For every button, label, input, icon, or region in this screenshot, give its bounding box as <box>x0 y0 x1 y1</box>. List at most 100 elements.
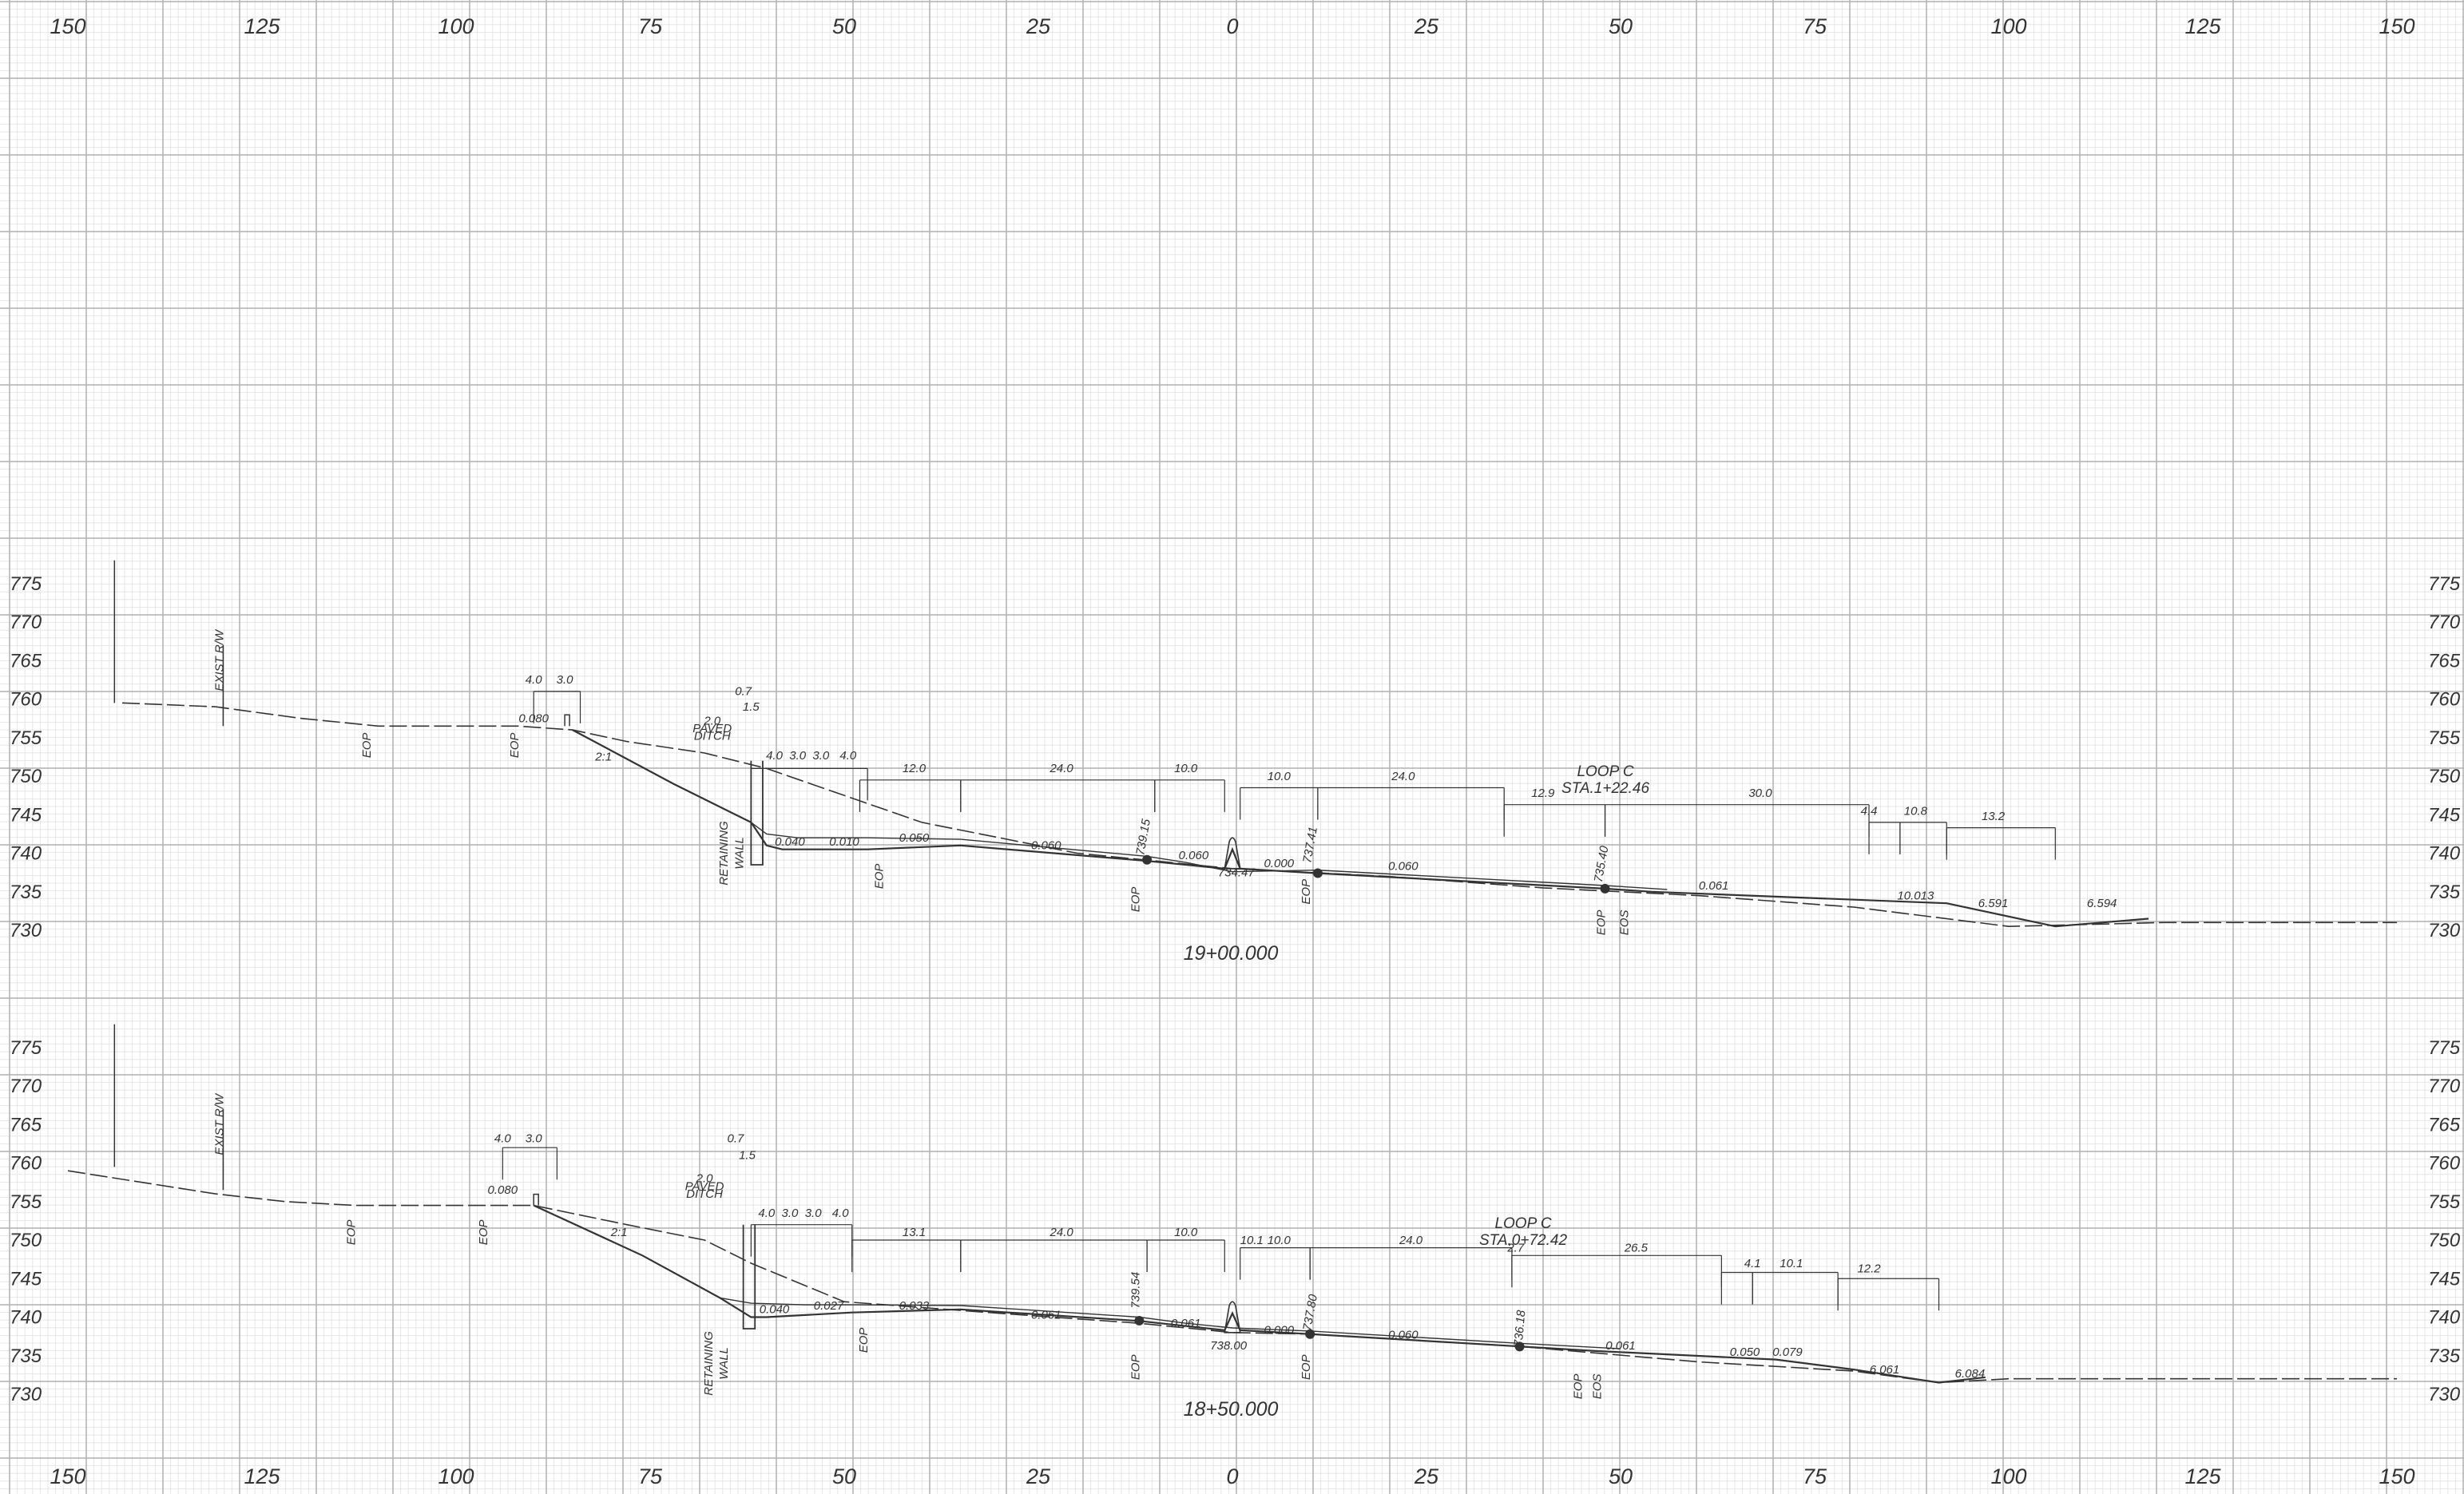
elevation-point-marker <box>1305 1329 1315 1339</box>
elevation-tick-label: 740 <box>10 843 42 865</box>
elevation-scale-left: 775 770 765 760 755 750 745 740 735 730 <box>10 573 42 941</box>
elevation-tick-label: 735 <box>10 1345 42 1367</box>
station-label: 19+00.000 <box>1184 942 1279 965</box>
elevation-tick-label: 735 <box>10 882 42 903</box>
section-dimension-labels: EXIST R/W EOP EOP 4.0 3.0 0.080 2:1 0.7 1.5 2.0PA… <box>212 1092 1985 1399</box>
elevation-tick-label: 775 <box>2428 1037 2461 1059</box>
dimension-label: EOP <box>508 733 522 759</box>
elevation-point-marker <box>1514 1341 1525 1352</box>
dimension-label: 739.54 <box>1129 1272 1142 1309</box>
dimension-line <box>1154 779 1225 812</box>
elevation-tick-label: 765 <box>10 1114 42 1135</box>
elevation-tick-label: 755 <box>2428 1191 2461 1213</box>
dimension-label: EOP <box>857 1328 871 1353</box>
offset-tick-label: 100 <box>438 1464 474 1488</box>
offset-tick-label: 150 <box>2379 1464 2414 1488</box>
offset-tick-label: 0 <box>1226 14 1238 38</box>
dimension-label: EOP <box>360 733 374 759</box>
offset-tick-label: 100 <box>438 14 474 38</box>
offset-tick-label: 75 <box>638 14 663 38</box>
elevation-tick-label: 730 <box>10 1384 42 1405</box>
offset-tick-label: 150 <box>50 1464 85 1488</box>
dimension-label: EOP <box>1299 1354 1313 1380</box>
elevation-tick-label: 770 <box>10 612 42 633</box>
dimension-label: 10.0 <box>1268 1234 1292 1247</box>
elevation-tick-label: 765 <box>2428 1114 2461 1135</box>
dimension-label: 2:1 <box>594 751 612 764</box>
dimension-label: 12.9 <box>1531 787 1555 800</box>
elevation-tick-label: 775 <box>10 1037 42 1059</box>
dimension-label: 12.2 <box>1857 1262 1881 1276</box>
offset-tick-label: 25 <box>1026 14 1051 38</box>
retaining-wall <box>742 1224 756 1330</box>
section-19-00: 775 770 765 760 755 750 745 740 735 730 775 770 765… <box>10 560 2461 965</box>
dimension-label: 10.8 <box>1904 804 1928 818</box>
elevation-tick-label: 750 <box>10 1230 42 1251</box>
loop-station-label: STA.1+22.46 <box>1561 780 1649 797</box>
dimension-label: 0.079 <box>1772 1345 1803 1359</box>
dimension-label: 0.061 <box>1031 1308 1061 1322</box>
elevation-tick-label: 760 <box>10 1153 42 1175</box>
loop-station-label: STA.0+72.42 <box>1479 1232 1567 1249</box>
dimension-line <box>1146 1239 1225 1272</box>
dimension-label: 10.1 <box>1780 1257 1803 1270</box>
elevation-point-marker <box>1142 854 1153 865</box>
station-label: 18+50.000 <box>1184 1398 1279 1421</box>
elevation-tick-label: 735 <box>2428 1345 2461 1367</box>
offset-tick-label: 25 <box>1414 14 1439 38</box>
dimension-label: EOP <box>345 1220 359 1246</box>
dimension-label: 3.0 <box>782 1207 800 1220</box>
offset-tick-label: 50 <box>1609 14 1633 38</box>
existing-ground-line <box>67 1170 2397 1384</box>
bottom-offset-axis: 150 125 100 75 50 25 0 25 50 75 100 125 150 <box>50 1464 2414 1488</box>
dimension-label: EOP <box>1129 1354 1142 1380</box>
dimension-label: EXIST R/W <box>212 1092 226 1155</box>
dimension-label: 0.061 <box>1699 879 1729 893</box>
dimension-label: 734.47 <box>1218 866 1256 879</box>
elevation-scale-right: 775 770 765 760 755 750 745 740 735 730 <box>2428 1037 2461 1405</box>
dimension-label: 0.060 <box>1031 839 1061 853</box>
dimension-label: EOP <box>1299 879 1313 905</box>
dimension-label: 4.1 <box>1744 1257 1761 1270</box>
elevation-tick-label: 770 <box>2428 1076 2461 1097</box>
dimension-label: 12.0 <box>903 762 926 775</box>
dimension-label: 10.0 <box>1174 762 1198 775</box>
dimension-line <box>533 691 581 723</box>
elevation-tick-label: 740 <box>2428 1307 2461 1329</box>
dimension-label: 6.084 <box>1955 1367 1986 1381</box>
elevation-tick-label: 745 <box>2428 804 2461 826</box>
dimension-label: 4.4 <box>1861 804 1878 818</box>
offset-tick-label: 25 <box>1414 1464 1439 1488</box>
dimension-label: 3.0 <box>789 749 807 763</box>
median-barrier <box>1224 1301 1241 1334</box>
elevation-tick-label: 775 <box>2428 573 2461 595</box>
elevation-tick-label: 765 <box>2428 650 2461 672</box>
dimension-label: 4.0 <box>766 749 784 763</box>
offset-tick-label: 150 <box>2379 14 2414 38</box>
dimension-label: 0.050 <box>1730 1345 1760 1359</box>
section-18-50: 775 770 765 760 755 750 745 740 735 730 775 770 765… <box>10 1024 2461 1421</box>
elevation-tick-label: 730 <box>10 920 42 941</box>
elevation-tick-label: 730 <box>2428 1384 2461 1405</box>
dimension-label: PAVED <box>685 1179 724 1193</box>
dimension-label: 3.0 <box>557 673 574 687</box>
top-offset-axis: 150 125 100 75 50 25 0 25 50 75 100 125 150 <box>50 14 2414 38</box>
offset-tick-label: 50 <box>1609 1464 1633 1488</box>
dimension-label: 0.7 <box>727 1131 744 1145</box>
dimension-label: 2.0 <box>696 1172 714 1186</box>
elevation-point-marker <box>1312 868 1323 878</box>
dimension-label: 4.0 <box>839 749 857 763</box>
elevation-tick-label: 745 <box>10 804 42 826</box>
dimension-label: 2.7 <box>1506 1241 1525 1254</box>
offset-tick-label: 125 <box>244 14 280 38</box>
offset-tick-label: 150 <box>50 14 85 38</box>
dimension-label: 0.060 <box>1179 849 1209 862</box>
dimension-label: 2.0 <box>703 714 721 727</box>
elevation-tick-label: 755 <box>2428 727 2461 749</box>
dimension-label: 10.0 <box>1174 1226 1198 1239</box>
proposed-section-line <box>533 1204 1986 1384</box>
dimension-label: EXIST R/W <box>212 628 226 692</box>
dimension-label: EOP <box>873 864 887 890</box>
dimension-label: EOS <box>1618 910 1632 936</box>
